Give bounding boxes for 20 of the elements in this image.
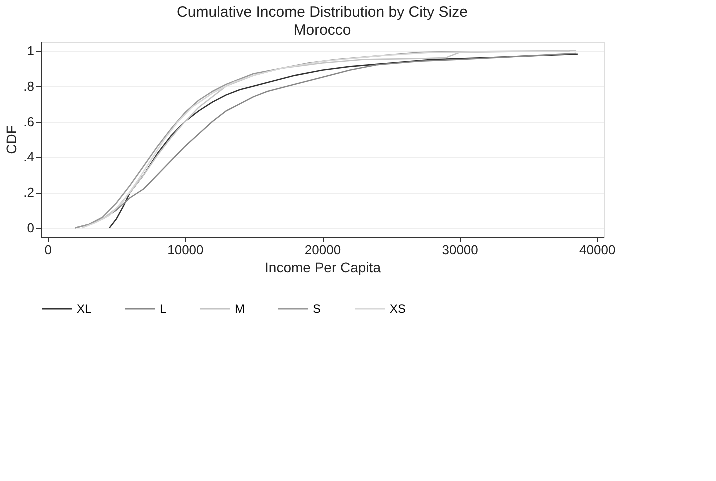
y-tick-label: 0 bbox=[27, 220, 34, 236]
legend-label: XL bbox=[77, 302, 92, 316]
chart-subtitle: Morocco bbox=[294, 22, 352, 39]
y-tick-label: 1 bbox=[27, 43, 34, 58]
x-tick-label: 30000 bbox=[442, 242, 478, 258]
x-axis-title: Income Per Capita bbox=[265, 260, 382, 276]
x-tick-label: 20000 bbox=[304, 242, 342, 258]
x-tick-label: 10000 bbox=[168, 242, 204, 258]
legend-label: L bbox=[160, 302, 167, 316]
legend-label: M bbox=[235, 302, 245, 316]
y-tick-label: .8 bbox=[24, 78, 34, 94]
y-tick-label: .4 bbox=[24, 150, 34, 165]
y-tick-label: .6 bbox=[24, 114, 34, 130]
chart-title: Cumulative Income Distribution by City Size bbox=[177, 4, 468, 21]
x-tick-label: 0 bbox=[44, 242, 52, 258]
x-tick-label: 40000 bbox=[580, 242, 616, 258]
legend-label: S bbox=[313, 302, 322, 316]
legend-label: XS bbox=[390, 302, 406, 316]
y-axis-title: CDF bbox=[4, 126, 20, 154]
y-tick-label: .2 bbox=[24, 185, 34, 200]
